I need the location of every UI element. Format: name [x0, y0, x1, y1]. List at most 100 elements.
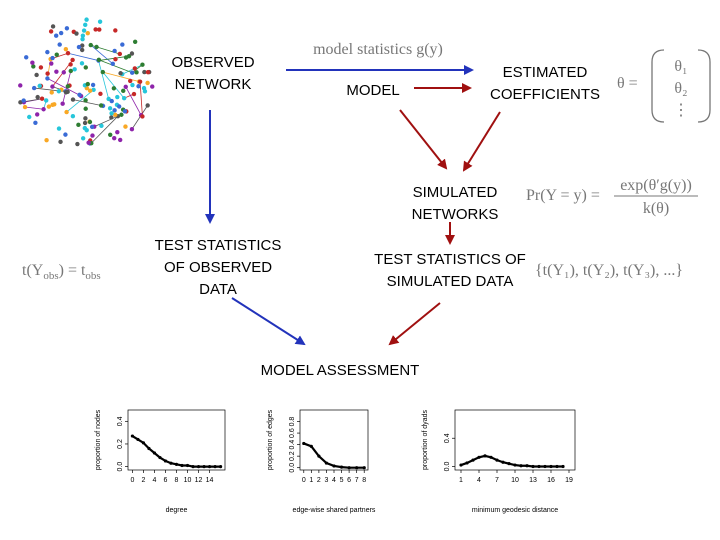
network-node — [44, 98, 49, 103]
network-node — [61, 70, 66, 75]
formula: {t(Y₁), t(Y₂), t(Y₃), ...} — [535, 262, 683, 279]
network-node — [129, 51, 135, 56]
network-node — [123, 84, 128, 89]
network-node — [121, 88, 126, 94]
network-node — [79, 47, 85, 53]
data-point — [202, 465, 206, 469]
network-graphic — [18, 17, 155, 147]
network-node — [87, 88, 93, 93]
data-point — [136, 437, 140, 442]
network-node — [115, 94, 120, 100]
network-node — [83, 65, 88, 70]
network-node — [50, 55, 55, 61]
data-point — [147, 446, 151, 451]
data-point — [362, 466, 366, 470]
network-node — [80, 33, 86, 38]
network-node — [76, 122, 81, 128]
node-label: OF OBSERVED — [164, 259, 272, 276]
network-node — [30, 60, 35, 65]
x-tick-label: 8 — [362, 477, 366, 484]
data-point — [196, 465, 201, 469]
node-label: COEFFICIENTS — [490, 86, 600, 103]
network-node — [113, 112, 118, 118]
network-node — [54, 69, 59, 74]
data-point — [185, 463, 190, 468]
x-tick-label: 10 — [184, 477, 192, 484]
network-node — [50, 102, 55, 108]
network-node — [137, 79, 143, 84]
x-tick-label: 1 — [309, 477, 313, 484]
x-tick-label: 7 — [495, 477, 499, 484]
x-tick-label: 5 — [340, 477, 344, 484]
network-node — [35, 94, 40, 100]
x-tick-label: 14 — [206, 477, 214, 484]
network-node — [112, 108, 117, 113]
network-node — [116, 104, 122, 109]
node-label: NETWORKS — [412, 206, 499, 223]
y-tick-label: 0.0 — [117, 462, 124, 472]
node-label: TEST STATISTICS — [155, 237, 282, 254]
x-tick-label: 13 — [529, 477, 537, 484]
network-node — [100, 69, 106, 75]
x-axis-label: edge-wise shared partners — [293, 507, 376, 514]
y-axis-label: proportion of edges — [267, 409, 274, 470]
network-node — [136, 84, 141, 89]
data-point — [519, 464, 523, 468]
plot-frame — [299, 409, 369, 471]
network-node — [89, 124, 95, 130]
node-label: OBSERVED — [171, 54, 254, 71]
network-edge — [67, 52, 99, 61]
network-node — [70, 57, 75, 63]
data-point — [130, 434, 135, 438]
x-tick-label: 4 — [477, 477, 481, 484]
network-node — [45, 49, 50, 55]
network-node — [117, 137, 123, 143]
node-label: MODEL ASSESSMENT — [261, 362, 420, 379]
data-point — [207, 465, 212, 469]
formula-part: obs — [85, 270, 100, 282]
network-node — [94, 44, 99, 50]
network-node — [34, 72, 39, 78]
network-node — [65, 89, 70, 95]
node-label: SIMULATED — [413, 184, 498, 201]
network-node — [85, 81, 90, 87]
network-node — [83, 106, 88, 111]
network-node — [79, 61, 85, 66]
network-node — [81, 28, 87, 33]
network-node — [80, 136, 86, 141]
data-point — [355, 466, 359, 470]
data-point — [513, 463, 517, 467]
data-point — [302, 441, 306, 446]
data-point — [191, 465, 195, 469]
network-node — [85, 30, 90, 36]
network-node — [21, 98, 26, 103]
network-edge — [122, 64, 143, 75]
network-node — [93, 27, 98, 32]
formula: k(θ) — [643, 200, 669, 217]
network-node — [63, 46, 69, 52]
network-node — [121, 95, 127, 101]
data-point — [495, 458, 499, 462]
network-node — [145, 103, 150, 108]
network-node — [98, 103, 104, 108]
network-edge — [72, 99, 104, 107]
arrows — [205, 65, 501, 346]
y-tick-label: 0.0 — [444, 461, 451, 471]
network-edge — [94, 115, 119, 128]
x-tick-label: 10 — [511, 477, 519, 484]
x-tick-label: 16 — [547, 477, 555, 484]
network-node — [117, 51, 123, 57]
network-node — [132, 39, 138, 44]
data-point — [309, 444, 313, 448]
network-edge — [24, 106, 44, 110]
network-node — [82, 120, 88, 126]
network-node — [56, 89, 62, 94]
network-node — [82, 125, 88, 131]
network-node — [109, 111, 114, 116]
network-node — [88, 42, 93, 48]
data-point — [549, 464, 553, 469]
network-node — [112, 48, 117, 54]
y-tick-label: 0.0 — [289, 463, 296, 473]
network-node — [113, 28, 118, 33]
